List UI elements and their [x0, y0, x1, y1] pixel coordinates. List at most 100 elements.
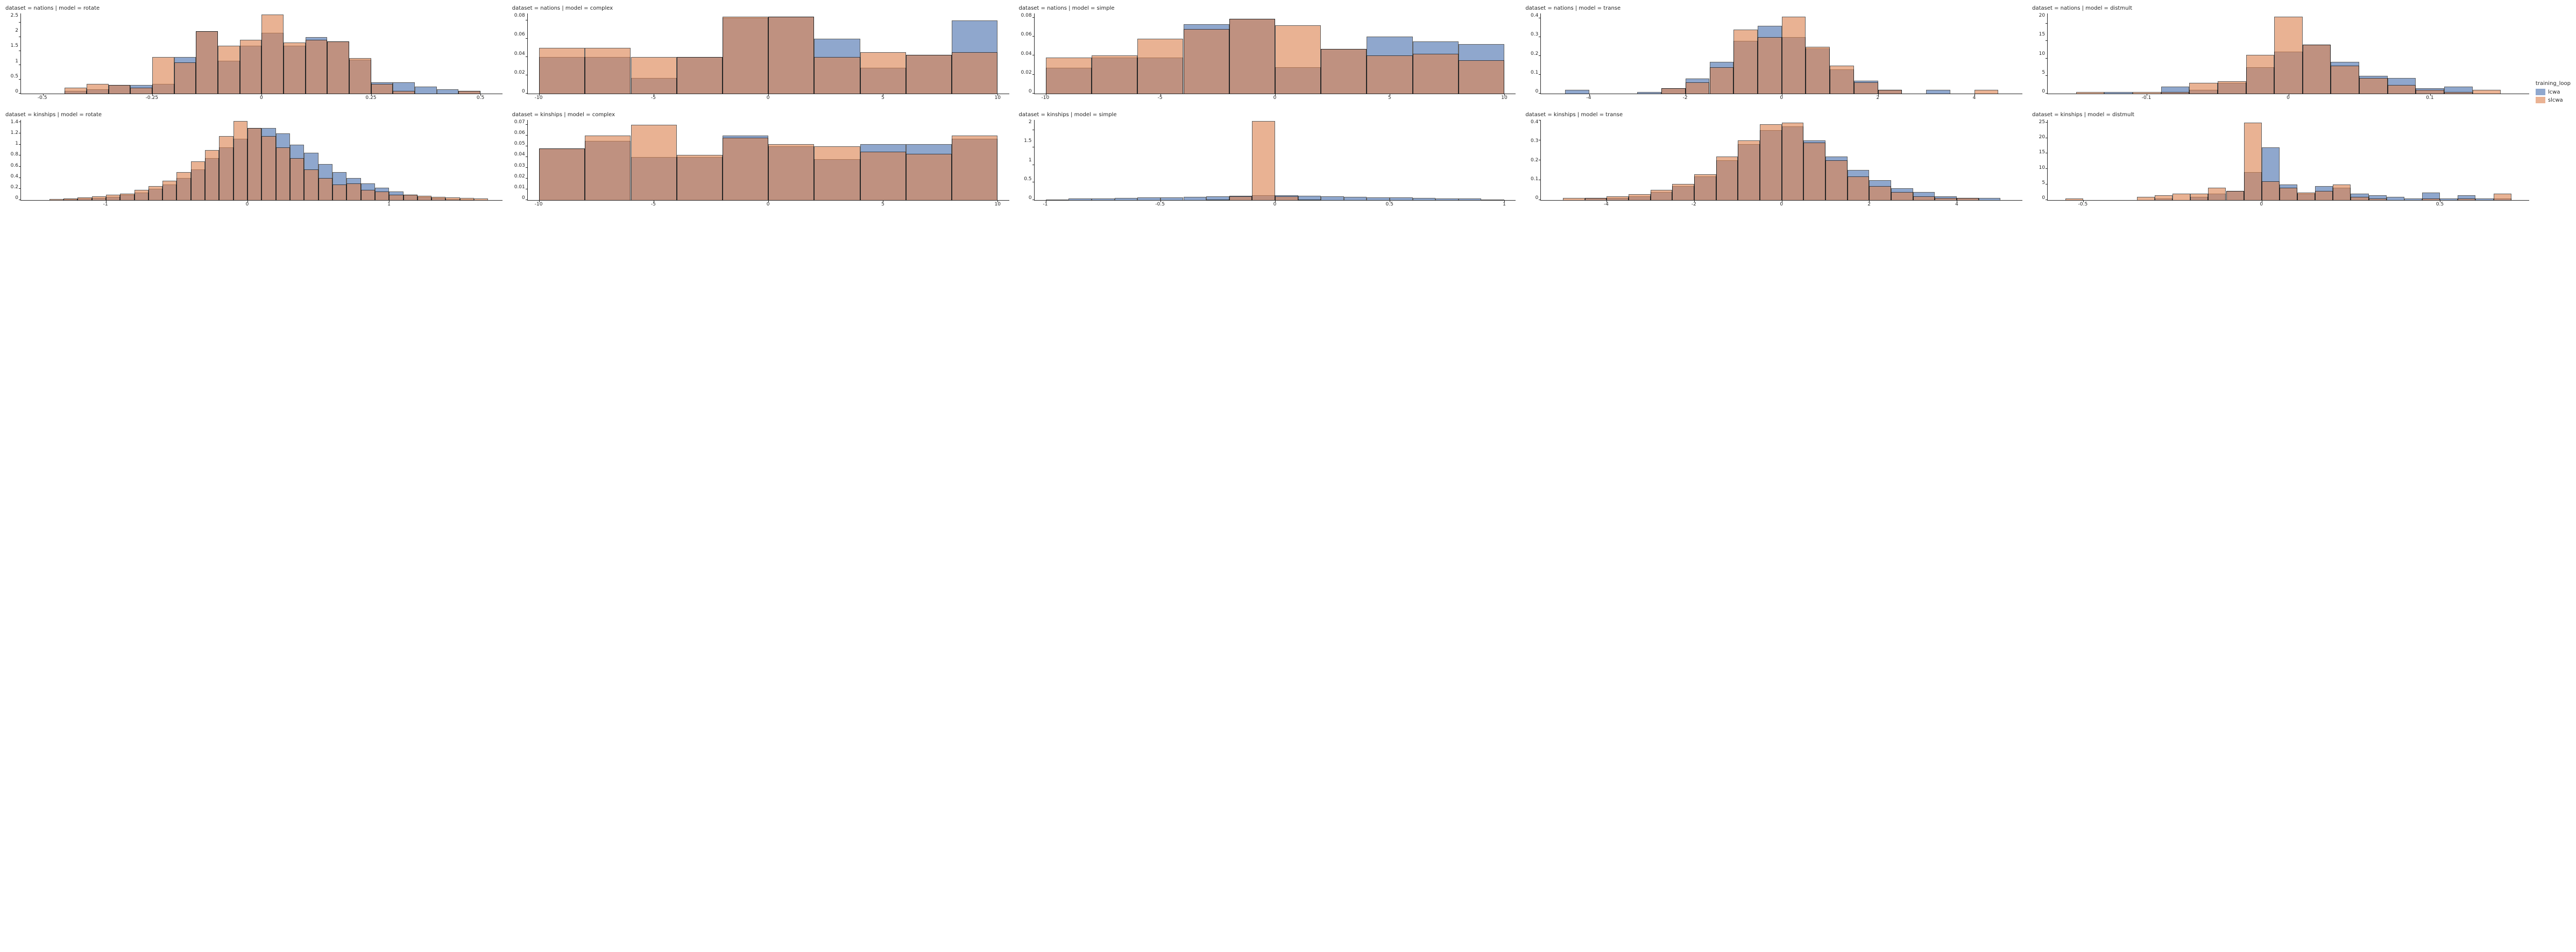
hist-bar-slcwa	[723, 17, 768, 94]
hist-bar-slcwa	[677, 155, 723, 200]
panel: dataset = kinships | model = transe00.10…	[1525, 112, 2022, 209]
hist-bar-slcwa	[284, 42, 306, 94]
hist-bar-slcwa	[1184, 29, 1229, 94]
panel-title: dataset = nations | model = rotate	[5, 5, 503, 11]
x-axis: -4-2024	[1540, 96, 2022, 102]
y-tick-label: 0.4	[1525, 13, 1538, 18]
hist-bar-slcwa	[814, 146, 860, 200]
x-tick-label: 0	[1780, 202, 1783, 207]
hist-bar-slcwa	[1854, 82, 1878, 94]
y-tick-label: 10	[2032, 166, 2045, 170]
y-tick-label: 0	[1525, 89, 1538, 94]
y-tick-label: 0.04	[512, 152, 525, 157]
legend-label: slcwa	[2548, 97, 2563, 103]
hist-bar-slcwa	[1686, 82, 1710, 94]
hist-bar-slcwa	[2458, 198, 2475, 200]
hist-bar-slcwa	[261, 15, 284, 94]
y-tick-label: 0.6	[5, 164, 18, 168]
hist-bar-slcwa	[1367, 55, 1412, 94]
y-tick-label: 0.02	[512, 174, 525, 179]
x-tick-label: -10	[1042, 96, 1050, 101]
hist-bar-slcwa	[2303, 45, 2331, 94]
x-tick-label: -10	[535, 96, 543, 101]
y-axis: 00.511.52	[1019, 120, 1034, 201]
hist-bar-slcwa	[1629, 194, 1651, 200]
hist-bar-slcwa	[1758, 37, 1782, 94]
x-axis: -0.100.1	[2047, 96, 2529, 102]
hist-bar-slcwa	[2208, 188, 2226, 200]
hist-bar-slcwa	[1607, 196, 1629, 200]
panel: dataset = kinships | model = distmult051…	[2032, 112, 2529, 209]
y-tick-label: 0.02	[1019, 70, 1032, 75]
panel: dataset = kinships | model = complex00.0…	[512, 112, 1009, 209]
hist-bar-slcwa	[539, 148, 585, 200]
x-tick-label: 0.5	[477, 96, 484, 101]
y-tick-label: 0.07	[512, 120, 525, 125]
hist-bar-slcwa	[458, 91, 480, 94]
x-tick-label: -2	[1692, 202, 1696, 207]
y-axis: 00.10.20.30.4	[1525, 13, 1540, 94]
hist-bar-slcwa	[2280, 188, 2297, 200]
hist-bar-slcwa	[247, 128, 261, 200]
hist-bar-lcwa	[1068, 198, 1092, 200]
hist-bar-lcwa	[1413, 198, 1436, 200]
panel: dataset = kinships | model = simple00.51…	[1019, 112, 1516, 209]
x-tick-label: 0	[1273, 96, 1277, 101]
y-tick-label: 1	[5, 141, 18, 146]
hist-bar-slcwa	[49, 199, 63, 200]
hist-bar-slcwa	[474, 198, 488, 200]
y-tick-label: 0	[1019, 89, 1032, 94]
panel-title: dataset = nations | model = simple	[1019, 5, 1516, 11]
y-tick-label: 0.1	[1525, 177, 1538, 182]
hist-bar-lcwa	[1137, 197, 1160, 200]
y-tick-label: 0.04	[512, 52, 525, 56]
y-axis: 00.10.20.30.4	[1525, 120, 1540, 201]
facet-grid-figure: dataset = nations | model = rotate00.511…	[5, 5, 2571, 209]
x-tick-label: 10	[994, 202, 1000, 207]
hist-bar-slcwa	[1137, 39, 1183, 94]
hist-bar-lcwa	[437, 89, 459, 94]
hist-bar-slcwa	[1935, 198, 1957, 200]
x-tick-label: 5	[1388, 96, 1391, 101]
x-tick-label: 0	[2287, 96, 2290, 101]
x-tick-label: 0	[1780, 96, 1783, 101]
hist-bar-slcwa	[1710, 67, 1734, 94]
y-tick-label: 15	[2032, 32, 2045, 37]
plot-area	[20, 13, 503, 94]
legend: training_loop lcwaslcwa	[2536, 81, 2571, 105]
x-tick-label: 10	[994, 96, 1000, 101]
hist-bar-lcwa	[2440, 198, 2458, 200]
x-tick-label: 1	[1503, 202, 1506, 207]
hist-bar-slcwa	[63, 198, 77, 200]
y-tick-label: 5	[2032, 70, 2045, 75]
x-axis: -101	[20, 202, 503, 209]
y-tick-label: 0.02	[512, 70, 525, 75]
hist-bar-slcwa	[2244, 123, 2262, 200]
x-tick-label: 0	[1273, 202, 1277, 207]
x-tick-label: -5	[1158, 96, 1163, 101]
hist-bar-slcwa	[393, 91, 415, 94]
y-tick-label: 0.2	[1525, 158, 1538, 163]
hist-bar-slcwa	[1252, 121, 1275, 200]
hist-bar-lcwa	[1926, 90, 1950, 94]
hist-bar-lcwa	[1160, 197, 1184, 200]
hist-bar-slcwa	[92, 196, 106, 200]
y-axis: 00.020.040.060.08	[1019, 13, 1034, 94]
hist-bar-slcwa	[1459, 60, 1504, 94]
hist-bar-slcwa	[1806, 47, 1830, 94]
hist-bar-slcwa	[240, 40, 262, 94]
hist-bar-slcwa	[768, 17, 814, 94]
hist-bar-slcwa	[2076, 92, 2105, 94]
hist-bar-slcwa	[1694, 174, 1716, 200]
hist-bar-lcwa	[1390, 197, 1413, 200]
hist-bar-lcwa	[1321, 196, 1344, 200]
y-tick-label: 0.08	[512, 13, 525, 18]
y-tick-label: 0.8	[5, 152, 18, 157]
y-tick-label: 2	[1019, 120, 1032, 125]
hist-bar-slcwa	[218, 46, 240, 94]
hist-bar-slcwa	[1563, 198, 1585, 200]
panel-title: dataset = kinships | model = rotate	[5, 112, 503, 118]
legend-swatch	[2536, 89, 2545, 95]
hist-bar-slcwa	[2297, 193, 2315, 200]
y-tick-label: 0.3	[1525, 139, 1538, 144]
